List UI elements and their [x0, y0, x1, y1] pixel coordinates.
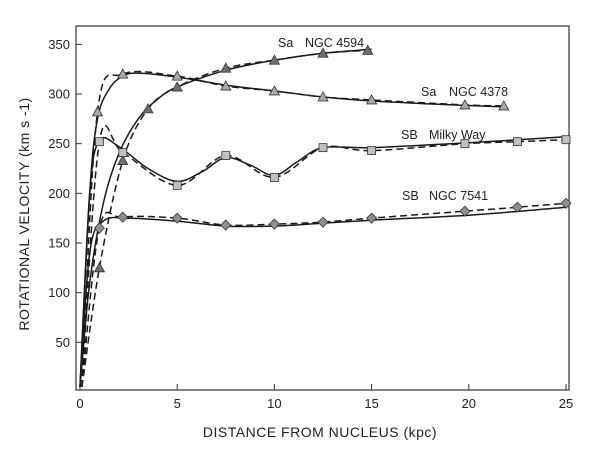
- series-label-type: SB: [402, 189, 419, 203]
- series-label-name: NGC 7541: [429, 189, 488, 203]
- data-point-triangle: [362, 44, 374, 55]
- data-point-diamond: [93, 222, 106, 234]
- data-point-diamond: [459, 205, 471, 217]
- series-layer: [79, 44, 572, 388]
- series-dashed-line: [81, 70, 504, 388]
- data-point-triangle: [268, 54, 281, 65]
- data-point-diamond: [117, 211, 129, 223]
- y-tick-label: 150: [48, 236, 70, 251]
- x-tick-label: 25: [559, 396, 573, 411]
- data-point-triangle: [365, 94, 378, 105]
- data-point-square: [367, 146, 377, 156]
- series-dashed-line: [81, 124, 567, 388]
- series-sa-ngc-4594: [79, 44, 374, 388]
- y-tick-label: 350: [48, 37, 70, 52]
- x-tick-label: 5: [174, 396, 181, 411]
- data-point-triangle: [459, 99, 471, 110]
- y-tick-label: 100: [48, 285, 70, 300]
- data-point-square: [118, 148, 128, 158]
- y-tick-label: 50: [56, 335, 70, 350]
- data-point-square: [269, 173, 279, 182]
- data-point-triangle: [171, 81, 183, 92]
- data-point-triangle: [91, 106, 104, 117]
- series-dashed-line: [81, 202, 567, 388]
- y-tick-label: 200: [48, 186, 70, 201]
- data-point-square: [318, 143, 328, 153]
- data-point-square: [221, 151, 231, 160]
- x-axis-title: DISTANCE FROM NUCLEUS (kpc): [203, 424, 437, 440]
- data-point-square: [172, 180, 182, 190]
- data-point-diamond: [268, 218, 280, 230]
- y-tick-label: 300: [48, 87, 70, 102]
- data-point-triangle: [498, 100, 510, 111]
- data-point-triangle: [171, 70, 183, 81]
- x-tick-label: 20: [462, 396, 476, 411]
- y-axis-title: ROTATIONAL VELOCITY (km s -1): [16, 97, 32, 330]
- data-point-square: [561, 135, 571, 145]
- data-point-triangle: [268, 85, 281, 96]
- series-labels: Sa NGC 4594 Sa NGC 4378 SB Milky Way SB NGC 754…: [278, 36, 508, 203]
- data-point-diamond: [220, 219, 232, 231]
- series-label-name: NGC 4378: [449, 85, 508, 99]
- data-point-triangle: [317, 91, 329, 102]
- data-point-diamond: [560, 197, 572, 209]
- data-point-square: [95, 137, 104, 147]
- data-point-triangle: [93, 262, 106, 273]
- axes: [75, 25, 570, 391]
- series-sb-ngc-7541: [79, 197, 572, 388]
- data-point-diamond: [317, 216, 329, 228]
- data-point-triangle: [142, 103, 154, 114]
- series-label-type: SB: [401, 128, 418, 142]
- data-point-diamond: [511, 201, 523, 213]
- data-point-triangle: [220, 62, 232, 73]
- plot-frame: [75, 25, 570, 391]
- data-point-square: [513, 137, 522, 147]
- series-label-type: Sa: [421, 85, 436, 99]
- data-point-triangle: [317, 47, 329, 58]
- series-label-name: Milky Way: [429, 128, 486, 142]
- x-tick-label: 15: [364, 396, 378, 411]
- series-solid-line: [79, 206, 567, 388]
- x-tick-label: 10: [267, 396, 281, 411]
- x-tick-label: 0: [76, 396, 83, 411]
- data-point-triangle: [117, 154, 129, 165]
- series-sb-milky-way: [79, 124, 571, 388]
- data-point-diamond: [366, 212, 378, 224]
- data-point-triangle: [220, 80, 232, 91]
- tick-labels: 0 5 10 15 20 25 50 100 150 200 250 300 350: [48, 37, 573, 411]
- data-point-triangle: [117, 68, 129, 79]
- y-tick-label: 250: [48, 136, 70, 151]
- data-point-square: [460, 139, 470, 149]
- series-label-name: NGC 4594: [305, 36, 364, 50]
- data-point-diamond: [171, 212, 183, 224]
- series-sa-ngc-4378: [79, 68, 510, 388]
- series-solid-line: [79, 72, 504, 388]
- series-label-type: Sa: [278, 36, 293, 50]
